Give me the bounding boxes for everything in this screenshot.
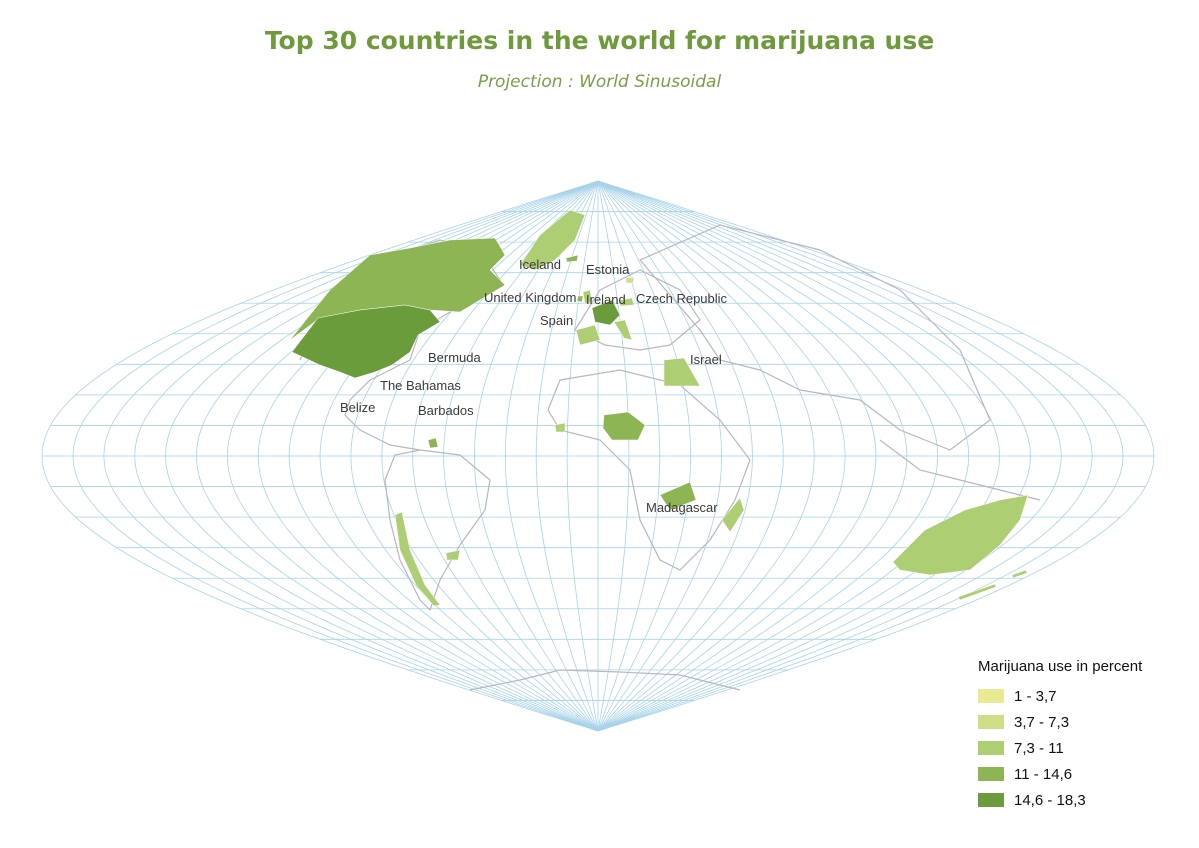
meridian-line <box>597 180 753 732</box>
meridian-line <box>597 180 723 732</box>
country-new-zealand <box>957 583 997 601</box>
country-italy <box>613 319 633 341</box>
country-uruguay <box>445 549 461 561</box>
country-label: Belize <box>340 400 375 415</box>
country-nigeria <box>602 411 646 441</box>
country-czech <box>619 297 635 307</box>
country-label: Barbados <box>418 403 474 418</box>
legend-item: 11 - 14,6 <box>978 761 1178 787</box>
meridian-line <box>597 180 630 732</box>
meridian-line <box>72 180 599 732</box>
country-chile <box>394 511 441 607</box>
asia-outline <box>639 224 991 451</box>
south-america-outline <box>384 449 491 612</box>
meridian-line <box>566 180 599 732</box>
legend: Marijuana use in percent 1 - 3,7 3,7 - 7,… <box>978 658 1178 813</box>
country-label: Spain <box>540 313 573 328</box>
legend-items: 1 - 3,7 3,7 - 7,3 7,3 - 11 11 - 14,6 14,6 - … <box>978 683 1178 813</box>
legend-label: 3,7 - 7,3 <box>1014 713 1070 731</box>
meridian-line <box>597 180 1001 732</box>
country-madagascar <box>721 497 745 533</box>
country-west-africa <box>554 422 566 433</box>
legend-item: 14,6 - 18,3 <box>978 787 1178 813</box>
country-france <box>591 299 621 326</box>
meridian-line <box>443 180 599 732</box>
map-title: Top 30 countries in the world for mariju… <box>264 26 935 55</box>
country-usa <box>291 304 441 379</box>
country-ireland <box>576 295 584 303</box>
map-subtitle: Projection : World Sinusoidal <box>477 72 722 92</box>
country-israel <box>663 357 701 387</box>
country-label: Iceland <box>519 257 561 272</box>
europe-outline <box>574 269 701 351</box>
highlighted-countries <box>289 209 1029 607</box>
meridian-line <box>41 180 599 732</box>
meridian-line <box>597 180 908 732</box>
country-label: Czech Republic <box>636 291 728 306</box>
country-label: Madagascar <box>646 500 718 515</box>
country-barbados <box>427 437 439 449</box>
legend-swatch <box>978 793 1004 807</box>
country-iceland <box>565 254 579 263</box>
meridian-line <box>597 180 939 732</box>
legend-item: 1 - 3,7 <box>978 683 1178 709</box>
country-label: The Bahamas <box>380 378 461 393</box>
legend-swatch <box>978 767 1004 781</box>
country-new-zealand-north <box>1011 569 1028 579</box>
meridian-line <box>412 180 599 732</box>
country-greenland <box>519 209 586 271</box>
legend-label: 1 - 3,7 <box>1014 687 1057 705</box>
country-label: Estonia <box>586 262 630 277</box>
country-spain <box>575 324 601 346</box>
legend-label: 11 - 14,6 <box>1014 765 1073 783</box>
meridian-line <box>597 180 815 732</box>
meridian-line <box>504 180 599 732</box>
country-zambia <box>659 481 697 511</box>
legend-label: 14,6 - 18,3 <box>1014 791 1086 809</box>
meridian-line <box>597 180 846 732</box>
meridian-line <box>597 180 1031 732</box>
country-labels: Iceland Estonia United Kingdom Ireland Czech… <box>340 257 728 515</box>
country-label: Bermuda <box>428 350 482 365</box>
meridian-line <box>597 180 1062 732</box>
meridian-line <box>597 180 1124 732</box>
africa-outline <box>547 369 751 571</box>
country-label: Ireland <box>586 292 626 307</box>
country-label: United Kingdom <box>484 290 577 305</box>
legend-label: 7,3 - 11 <box>1014 739 1064 757</box>
meridian-line <box>597 180 1093 732</box>
legend-title: Marijuana use in percent <box>978 658 1143 675</box>
meridian-line <box>597 180 1155 732</box>
country-estonia <box>625 276 635 284</box>
country-australia <box>892 494 1029 576</box>
country-uk <box>582 289 593 305</box>
country-label: Israel <box>690 352 722 367</box>
meridian-line <box>597 180 877 732</box>
antarctica-outline <box>469 669 741 691</box>
legend-swatch <box>978 741 1004 755</box>
meridian-line <box>597 180 661 732</box>
southeast-asia-outline <box>879 439 1041 501</box>
meridian-line <box>473 180 599 732</box>
meridian-line <box>535 180 599 732</box>
legend-swatch <box>978 689 1004 703</box>
legend-item: 7,3 - 11 <box>978 735 1178 761</box>
legend-item: 3,7 - 7,3 <box>978 709 1178 735</box>
meridian-line <box>597 180 784 732</box>
meridian-line <box>597 180 970 732</box>
legend-swatch <box>978 715 1004 729</box>
